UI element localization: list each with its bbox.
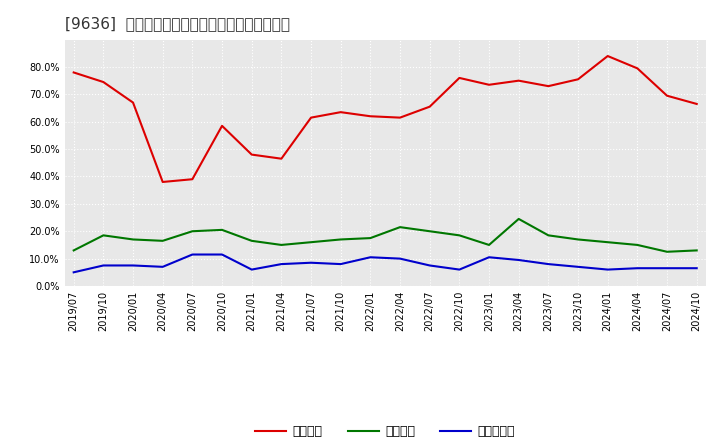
流動比率 <box>662 93 671 99</box>
流動比率 <box>307 115 315 120</box>
当座比率 <box>396 224 405 230</box>
当座比率 <box>188 229 197 234</box>
当座比率 <box>248 238 256 243</box>
当座比率 <box>129 237 138 242</box>
当座比率 <box>455 233 464 238</box>
当座比率 <box>366 235 374 241</box>
当座比率 <box>69 248 78 253</box>
流動比率 <box>336 110 345 115</box>
当座比率 <box>158 238 167 243</box>
現預金比率 <box>603 267 612 272</box>
当座比率 <box>633 242 642 248</box>
Line: 流動比率: 流動比率 <box>73 56 697 182</box>
現預金比率 <box>544 261 553 267</box>
現預金比率 <box>99 263 108 268</box>
流動比率 <box>544 84 553 89</box>
流動比率 <box>188 176 197 182</box>
流動比率 <box>455 75 464 81</box>
流動比率 <box>693 101 701 106</box>
現預金比率 <box>336 261 345 267</box>
現預金比率 <box>217 252 226 257</box>
現預金比率 <box>633 266 642 271</box>
Text: [9636]  流動比率、当座比率、現預金比率の推移: [9636] 流動比率、当座比率、現預金比率の推移 <box>65 16 289 32</box>
当座比率 <box>693 248 701 253</box>
当座比率 <box>544 233 553 238</box>
流動比率 <box>603 53 612 59</box>
当座比率 <box>336 237 345 242</box>
当座比率 <box>217 227 226 232</box>
流動比率 <box>129 100 138 105</box>
Legend: 流動比率, 当座比率, 現預金比率: 流動比率, 当座比率, 現預金比率 <box>251 420 521 440</box>
現預金比率 <box>277 261 286 267</box>
当座比率 <box>603 239 612 245</box>
流動比率 <box>485 82 493 88</box>
現預金比率 <box>158 264 167 269</box>
流動比率 <box>158 180 167 185</box>
当座比率 <box>662 249 671 254</box>
流動比率 <box>633 66 642 71</box>
当座比率 <box>514 216 523 222</box>
現預金比率 <box>426 263 434 268</box>
当座比率 <box>307 239 315 245</box>
現預金比率 <box>69 270 78 275</box>
当座比率 <box>99 233 108 238</box>
当座比率 <box>277 242 286 248</box>
流動比率 <box>574 77 582 82</box>
Line: 現預金比率: 現預金比率 <box>73 254 697 272</box>
現預金比率 <box>485 255 493 260</box>
現預金比率 <box>574 264 582 269</box>
流動比率 <box>514 78 523 83</box>
Line: 当座比率: 当座比率 <box>73 219 697 252</box>
流動比率 <box>366 114 374 119</box>
現預金比率 <box>307 260 315 265</box>
当座比率 <box>426 229 434 234</box>
現預金比率 <box>188 252 197 257</box>
当座比率 <box>485 242 493 248</box>
流動比率 <box>69 70 78 75</box>
現預金比率 <box>396 256 405 261</box>
現預金比率 <box>514 257 523 263</box>
流動比率 <box>217 123 226 128</box>
現預金比率 <box>129 263 138 268</box>
現預金比率 <box>366 255 374 260</box>
流動比率 <box>248 152 256 157</box>
現預金比率 <box>693 266 701 271</box>
流動比率 <box>277 156 286 161</box>
現預金比率 <box>455 267 464 272</box>
現預金比率 <box>662 266 671 271</box>
流動比率 <box>99 79 108 84</box>
流動比率 <box>426 104 434 109</box>
当座比率 <box>574 237 582 242</box>
現預金比率 <box>248 267 256 272</box>
流動比率 <box>396 115 405 120</box>
